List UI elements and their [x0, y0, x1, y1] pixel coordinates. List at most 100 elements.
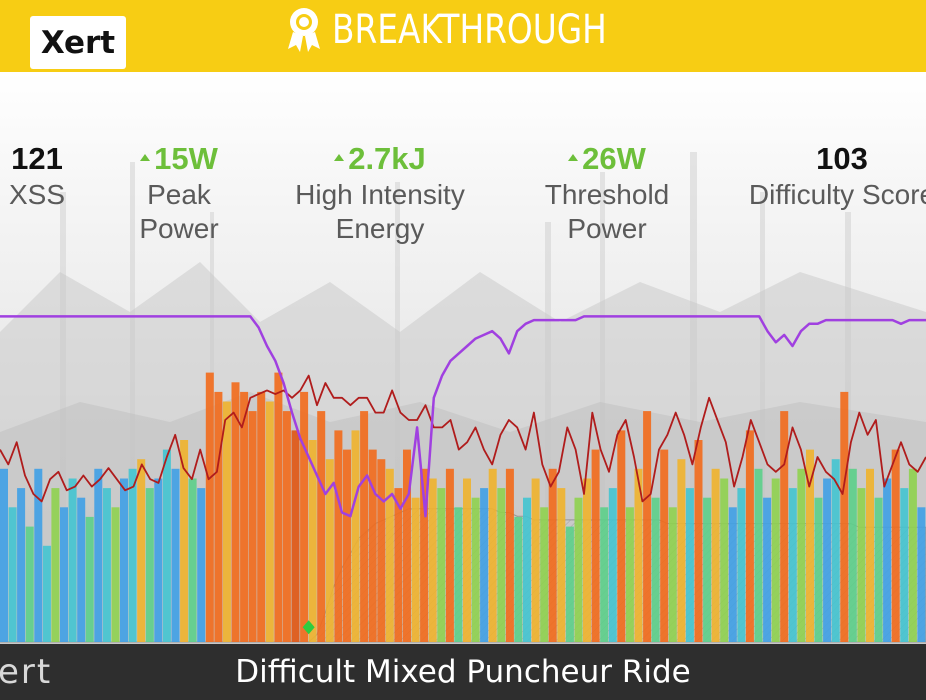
power-bar: [600, 507, 609, 642]
power-bar: [94, 468, 103, 642]
power-bar: [617, 430, 626, 642]
power-bar: [720, 478, 729, 642]
trend-up-icon: [334, 154, 345, 162]
stat-value: 2.7kJ: [348, 141, 426, 176]
power-bar: [25, 526, 34, 642]
stat-threshold-power: 26W Threshold Power: [535, 140, 679, 246]
power-bar: [377, 459, 386, 642]
power-bar: [625, 507, 634, 642]
power-bar: [574, 497, 583, 642]
power-bar: [8, 507, 17, 642]
power-bar: [403, 449, 411, 642]
power-bar: [248, 411, 257, 642]
power-bar: [291, 430, 300, 642]
power-bar: [437, 488, 446, 642]
footer-logo: ert: [0, 652, 53, 692]
power-bar: [703, 497, 712, 642]
power-bar: [480, 488, 489, 642]
power-bar: [171, 468, 180, 642]
power-bar: [411, 497, 420, 642]
power-bar: [445, 468, 454, 642]
power-bar: [222, 401, 231, 642]
power-bar: [308, 440, 317, 642]
power-bar: [34, 468, 43, 642]
power-bar: [42, 545, 51, 642]
power-bar: [162, 449, 171, 642]
power-bar: [68, 478, 77, 642]
power-bar: [300, 391, 309, 642]
power-line: [0, 374, 926, 503]
power-bar: [908, 468, 917, 642]
power-bar: [591, 449, 600, 642]
stat-label: High Intensity: [295, 179, 465, 210]
power-bar: [548, 468, 557, 642]
power-bar: [334, 430, 343, 642]
power-bar: [60, 507, 68, 642]
power-bar: [145, 488, 154, 642]
power-bar: [274, 372, 283, 642]
power-bar: [128, 468, 137, 642]
trend-up-icon: [140, 154, 151, 162]
stat-label-line2: Power: [567, 213, 647, 244]
power-bar: [0, 468, 8, 642]
header-banner: Xert BREAKTHROUGH: [0, 0, 926, 72]
stat-high-intensity-energy: 2.7kJ High Intensity Energy: [285, 140, 475, 246]
power-bar: [317, 411, 326, 642]
power-bar: [771, 478, 780, 642]
trend-up-icon: [568, 154, 579, 162]
stat-label: Peak: [147, 179, 211, 210]
power-bar: [857, 488, 866, 642]
power-bar: [505, 468, 514, 642]
stat-label: Difficulty Score: [748, 179, 926, 210]
power-bar: [360, 411, 369, 642]
power-bar: [891, 449, 900, 642]
power-bar: [188, 478, 197, 642]
power-bar: [840, 391, 849, 642]
breakthrough-marker: [302, 620, 315, 635]
power-bar: [900, 488, 909, 642]
power-bar: [463, 478, 471, 642]
power-bar: [788, 488, 797, 642]
power-bar: [120, 478, 128, 642]
power-bar: [831, 459, 840, 642]
power-bar: [557, 488, 566, 642]
banner-title-text: BREAKTHROUGH: [332, 7, 607, 53]
power-bar: [643, 411, 652, 642]
stat-value: 15W: [154, 141, 218, 176]
power-bar: [137, 459, 146, 642]
power-bar: [754, 468, 763, 642]
power-bar: [154, 478, 163, 642]
power-bar: [823, 478, 832, 642]
power-bar: [814, 497, 823, 642]
power-bar: [763, 497, 772, 642]
power-bar: [685, 488, 694, 642]
power-bar: [745, 430, 754, 642]
power-bar: [780, 411, 789, 642]
power-bar: [608, 488, 617, 642]
power-bar: [17, 488, 26, 642]
stat-peak-power: 15W Peak Power: [120, 140, 238, 246]
stat-xss: 121 XSS: [5, 140, 69, 212]
xert-logo: Xert: [30, 16, 126, 69]
power-bar: [77, 497, 86, 642]
power-bar: [343, 449, 351, 642]
power-bar: [351, 430, 360, 642]
ride-title: Difficult Mixed Puncheur Ride: [235, 654, 691, 690]
power-bar: [797, 468, 806, 642]
power-bar: [368, 449, 377, 642]
stat-label: Threshold: [544, 179, 670, 210]
power-bar: [848, 468, 857, 642]
power-bar: [240, 391, 249, 642]
power-bar: [634, 468, 643, 642]
power-bar: [471, 497, 480, 642]
power-bar: [394, 488, 403, 642]
power-bar: [737, 488, 746, 642]
power-bar: [85, 516, 94, 642]
ride-chart: [0, 315, 926, 643]
stat-label: XSS: [8, 179, 66, 210]
power-bar: [651, 497, 660, 642]
power-bar: [540, 507, 549, 642]
power-bar: [282, 411, 291, 642]
power-bar: [385, 468, 394, 642]
power-bar: [677, 459, 686, 642]
